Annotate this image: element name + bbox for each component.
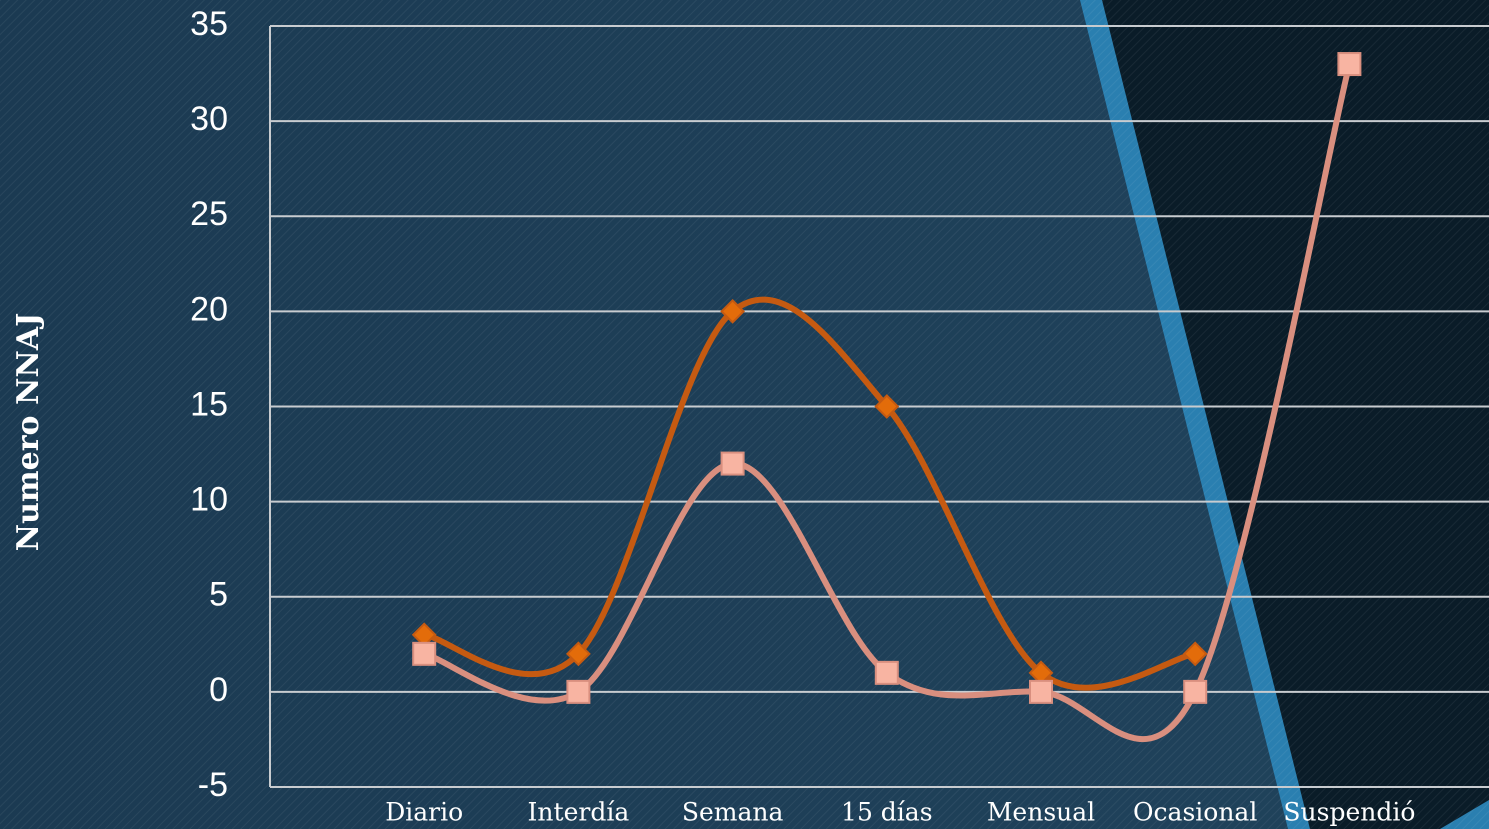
y-axis-label: Numero NNAJ: [11, 313, 46, 552]
y-tick-label: -5: [198, 766, 228, 804]
x-tick-label: Mensual: [987, 798, 1095, 827]
marker: [1029, 679, 1053, 704]
marker: [566, 679, 591, 704]
marker: [720, 451, 745, 476]
marker: [1183, 679, 1208, 704]
x-tick-label: Diario: [385, 798, 463, 827]
y-tick-label: 0: [209, 671, 228, 709]
y-tick-label: 35: [190, 5, 228, 43]
marker: [1337, 52, 1362, 77]
x-tick-label: Suspendió: [1283, 798, 1415, 827]
series-line: [423, 63, 1353, 743]
y-tick-label: 20: [190, 290, 228, 328]
marker: [874, 660, 899, 685]
marker: [412, 641, 437, 666]
y-tick-label: 10: [190, 481, 228, 519]
marker: [720, 298, 746, 324]
x-tick-label: Interdía: [528, 798, 630, 827]
marker: [565, 641, 591, 667]
x-tick-label: 15 días: [841, 798, 933, 827]
plot-area: -5 0 5 10 15 20 25 30 35 Diario Interdía Semana 15 d…: [190, 5, 1489, 827]
x-tick-label: Ocasional: [1133, 798, 1257, 827]
y-tick-label: 25: [190, 195, 228, 233]
y-tick-label: 30: [190, 100, 228, 138]
marker: [874, 394, 900, 419]
y-tick-label: 15: [190, 385, 228, 423]
marker: [1182, 641, 1208, 667]
y-tick-label: 5: [209, 576, 228, 614]
x-tick-label: Semana: [682, 798, 784, 827]
